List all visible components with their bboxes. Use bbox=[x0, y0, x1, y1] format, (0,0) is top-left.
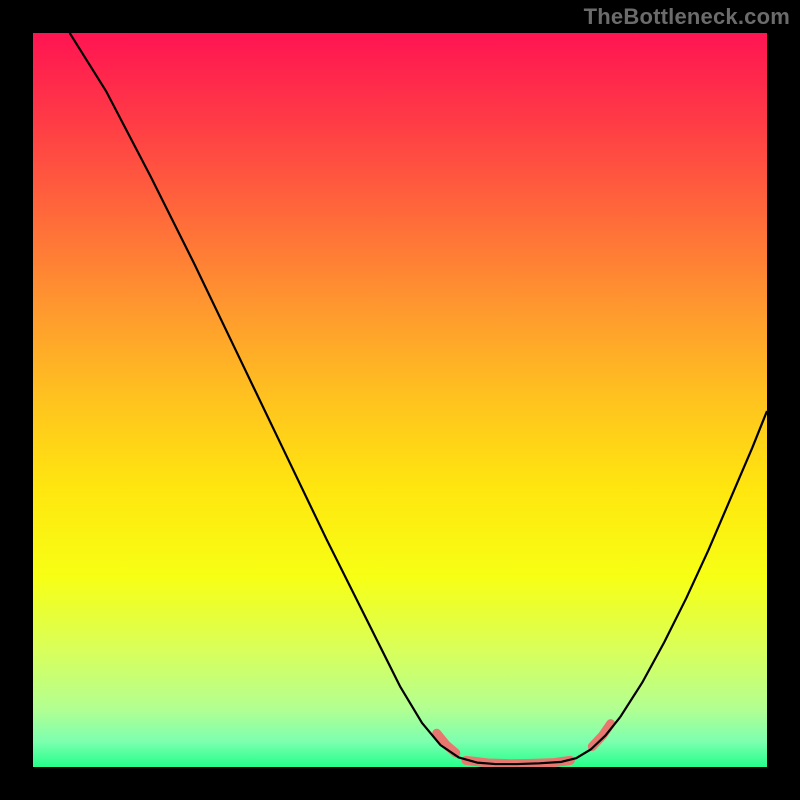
watermark-text: TheBottleneck.com bbox=[584, 4, 790, 30]
chart-container: TheBottleneck.com bbox=[0, 0, 800, 800]
curve-layer bbox=[70, 33, 767, 764]
plot-area bbox=[33, 33, 767, 767]
curve-right-branch bbox=[620, 411, 767, 717]
chart-svg bbox=[33, 33, 767, 767]
curve-left-branch bbox=[70, 33, 621, 764]
accent-right-nub bbox=[592, 724, 610, 747]
